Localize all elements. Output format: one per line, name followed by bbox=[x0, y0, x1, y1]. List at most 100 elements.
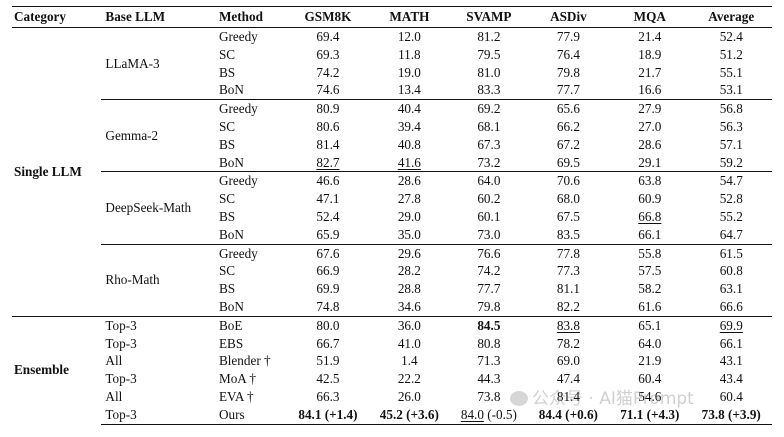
value-text: 61.6 bbox=[638, 298, 662, 314]
table-row: All Blender † 51.9 1.4 71.3 69.0 21.9 43.1 bbox=[12, 352, 772, 370]
method-cell: SC bbox=[218, 191, 236, 207]
table-row: BoN 82.7 41.6 73.2 69.5 29.1 59.2 bbox=[12, 154, 772, 172]
value-text: 39.4 bbox=[397, 118, 421, 134]
table-row: SC 47.1 27.8 60.2 68.0 60.9 52.8 bbox=[12, 190, 772, 208]
value-text: 65.9 bbox=[316, 226, 340, 242]
method-cell: SC bbox=[218, 263, 236, 279]
value-cell: 54.7 bbox=[690, 171, 772, 191]
table-row: BS 69.9 28.8 77.7 81.1 58.2 63.1 bbox=[12, 280, 772, 298]
table-row: SC 66.9 28.2 74.2 77.3 57.5 60.8 bbox=[12, 262, 772, 280]
value-cell: 40.4 bbox=[368, 99, 451, 118]
value-text: 66.6 bbox=[719, 298, 743, 314]
value-cell: 66.7 bbox=[287, 335, 368, 353]
value-cell: 51.2 bbox=[691, 46, 773, 64]
value-cell: 70.6 bbox=[527, 171, 610, 191]
table-row: BS 81.4 40.8 67.3 67.2 28.6 57.1 bbox=[12, 136, 772, 154]
method-cell: SC bbox=[218, 46, 236, 62]
value-text: 81.4 bbox=[556, 388, 580, 404]
table-row: SC 80.6 39.4 68.1 66.2 27.0 56.3 bbox=[12, 118, 772, 136]
method-cell: BS bbox=[218, 208, 236, 224]
value-cell: 65.6 bbox=[527, 99, 610, 118]
value-text: 70.6 bbox=[556, 173, 580, 189]
value-cell: 26.0 bbox=[369, 388, 450, 406]
value-cell: 69.3 bbox=[287, 46, 368, 64]
value-text: 47.4 bbox=[556, 371, 580, 387]
value-text: 60.4 bbox=[638, 371, 662, 387]
value-cell: 84.4 (+0.6) bbox=[527, 405, 610, 425]
value-text: 79.5 bbox=[477, 46, 501, 62]
value-cell: 60.2 bbox=[450, 190, 528, 208]
value-text: 80.0 bbox=[316, 317, 340, 333]
category-ensemble: Ensemble bbox=[12, 315, 102, 425]
value-text: 40.4 bbox=[397, 101, 421, 117]
base-llm-cell: Top-3 bbox=[105, 335, 137, 351]
value-cell: 64.7 bbox=[691, 226, 773, 244]
value-cell: 51.9 bbox=[287, 352, 368, 370]
method-cell: Greedy bbox=[214, 99, 288, 118]
value-cell: 29.1 bbox=[609, 154, 690, 172]
delta-text: (+4.3) bbox=[646, 406, 680, 422]
base-llm-cell: Top-3 bbox=[101, 315, 215, 335]
value-text: 29.1 bbox=[638, 154, 662, 170]
value-cell: 76.4 bbox=[528, 46, 609, 64]
value-cell: 81.2 bbox=[450, 26, 528, 46]
value-cell: 59.2 bbox=[691, 154, 773, 172]
value-text: 47.1 bbox=[316, 191, 340, 207]
value-text: 80.9 bbox=[316, 101, 340, 117]
value-text: 79.8 bbox=[556, 64, 580, 80]
value-text: 45.2 bbox=[379, 406, 403, 422]
value-text: 54.6 bbox=[638, 388, 662, 404]
value-text: 80.8 bbox=[477, 335, 501, 351]
value-cell: 77.7 bbox=[450, 280, 528, 298]
header-row: Category Base LLM Method GSM8K MATH SVAM… bbox=[12, 6, 772, 28]
value-cell: 61.5 bbox=[690, 243, 772, 263]
value-cell: 21.4 bbox=[609, 26, 691, 46]
value-cell: 77.9 bbox=[527, 26, 610, 46]
value-cell: 12.0 bbox=[368, 26, 451, 46]
value-text: 68.1 bbox=[477, 118, 501, 134]
delta-text: (+3.6) bbox=[406, 406, 439, 422]
value-text: 55.1 bbox=[719, 64, 743, 80]
value-cell: 69.4 bbox=[287, 26, 369, 46]
value-cell: 83.3 bbox=[450, 81, 528, 99]
value-text: 76.6 bbox=[477, 245, 501, 261]
value-cell: 79.5 bbox=[450, 46, 528, 64]
table-row: Gemma-2 Greedy 80.9 40.4 69.2 65.6 27.9 56.8 bbox=[12, 99, 772, 172]
value-cell: 16.6 bbox=[609, 81, 690, 99]
value-cell: 69.5 bbox=[528, 154, 609, 172]
value-cell: 21.7 bbox=[609, 64, 690, 82]
method-cell: MoA † bbox=[218, 371, 256, 387]
value-text: 77.9 bbox=[556, 29, 580, 44]
table-row: Top-3 MoA † 42.5 22.2 44.3 47.4 60.4 43.4 bbox=[12, 370, 772, 388]
value-cell: 66.8 bbox=[609, 208, 690, 226]
value-text: 79.8 bbox=[477, 298, 501, 314]
table-row: Top-3 EBS 66.7 41.0 80.8 78.2 64.0 66.1 bbox=[12, 335, 772, 353]
delta-text: (+3.9) bbox=[728, 406, 761, 422]
value-text: 63.8 bbox=[638, 173, 662, 189]
method-cell: BoE bbox=[214, 315, 288, 335]
method-cell: BoN bbox=[218, 154, 244, 170]
value-cell: 60.9 bbox=[609, 190, 690, 208]
value-text: 36.0 bbox=[397, 317, 421, 333]
value-text: 18.9 bbox=[638, 46, 662, 62]
value-text: 28.6 bbox=[397, 173, 421, 189]
value-cell: 21.9 bbox=[609, 352, 690, 370]
value-cell: 60.1 bbox=[450, 208, 528, 226]
base-llm-cell: Rho-Math bbox=[101, 243, 215, 317]
value-cell: 54.6 bbox=[609, 388, 690, 406]
value-cell: 74.6 bbox=[287, 81, 368, 99]
value-text: 83.8 bbox=[556, 317, 580, 333]
value-text: 57.5 bbox=[638, 263, 662, 279]
header-average: Average bbox=[690, 6, 772, 28]
value-text: 74.2 bbox=[316, 64, 340, 80]
value-text: 28.2 bbox=[397, 263, 421, 279]
value-text: 60.1 bbox=[477, 208, 501, 224]
method-cell: BoN bbox=[218, 226, 244, 242]
header-category: Category bbox=[12, 6, 102, 28]
value-text: 66.1 bbox=[719, 335, 743, 351]
table-row: Rho-Math Greedy 67.6 29.6 76.6 77.8 55.8 61.5 bbox=[12, 243, 772, 317]
header-svamp: SVAMP bbox=[450, 6, 528, 28]
value-text: 46.6 bbox=[316, 173, 340, 189]
value-text: 58.2 bbox=[638, 281, 662, 297]
value-cell: 67.6 bbox=[287, 243, 369, 263]
